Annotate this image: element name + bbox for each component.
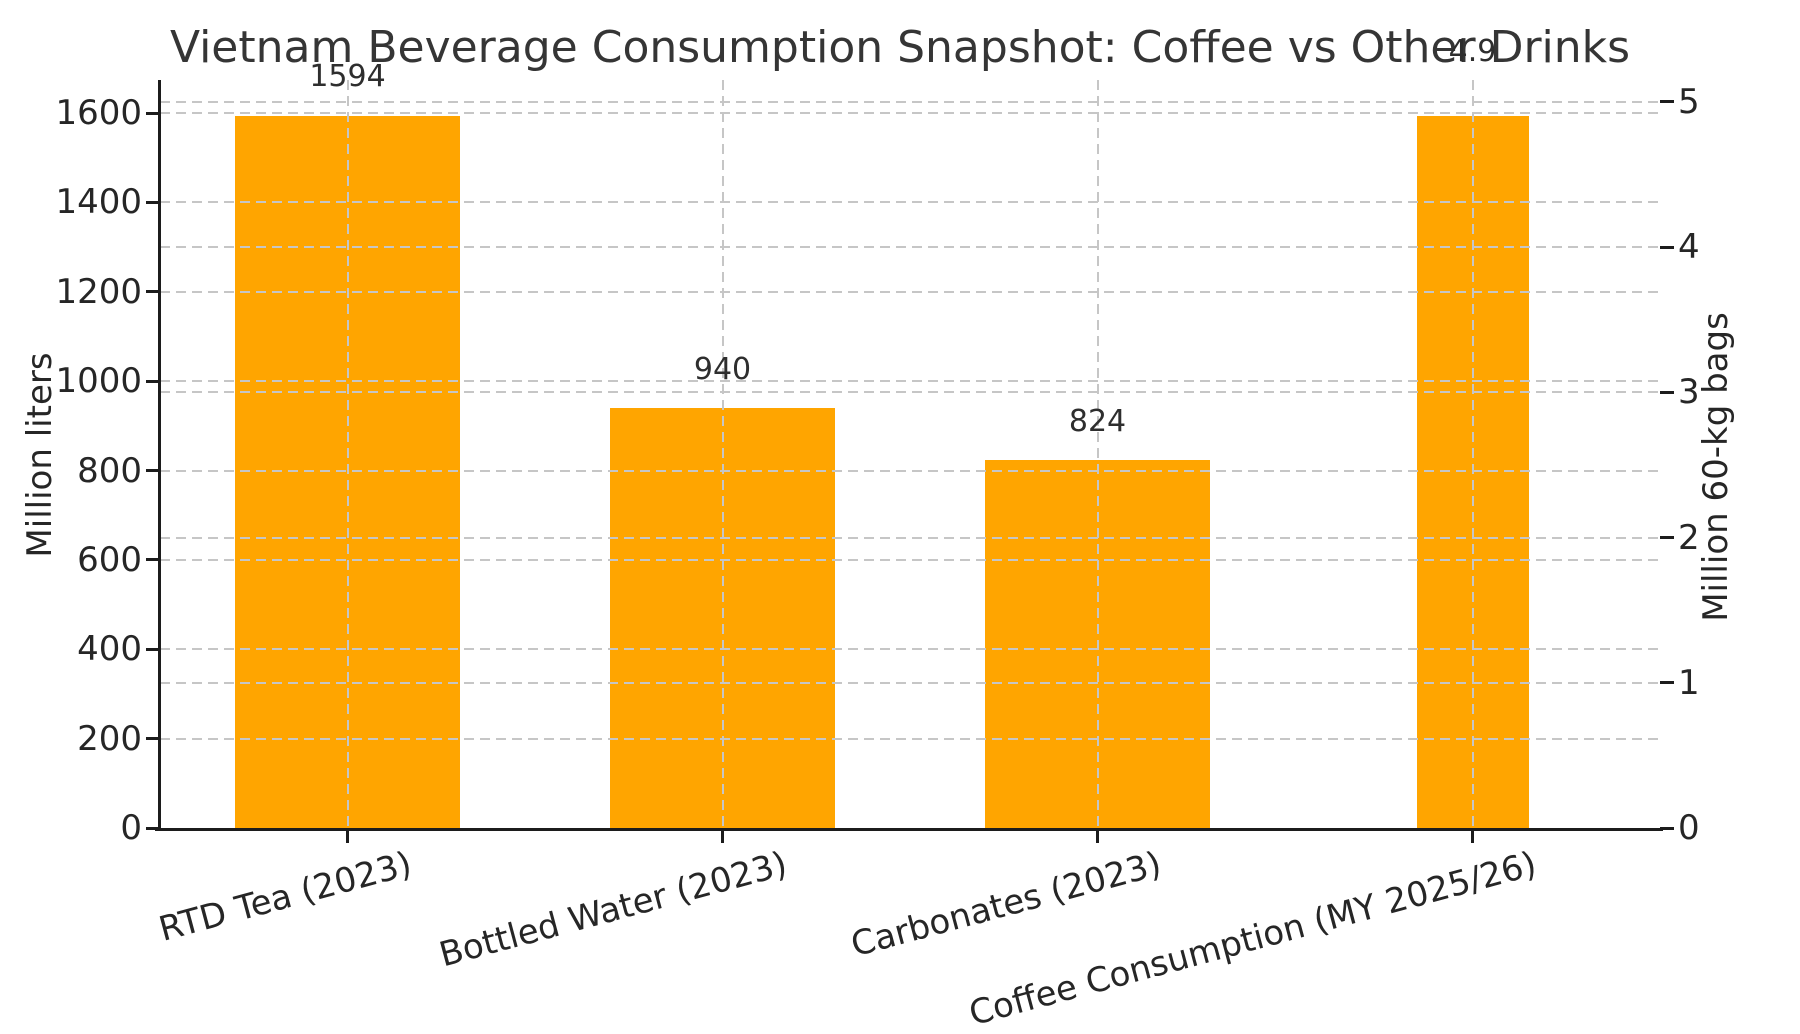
chart-title: Vietnam Beverage Consumption Snapshot: C… (169, 22, 1631, 73)
y-tick-label-right-1: 1 (1678, 662, 1700, 703)
x-tick-label-1: Bottled Water (2023) (434, 844, 791, 976)
y-tick-label-left-1000: 1000 (55, 361, 142, 402)
y-tick-label-left-400: 400 (77, 629, 142, 670)
y-tick-label-right-0: 0 (1678, 808, 1700, 848)
x-tick-2 (1096, 831, 1099, 843)
y-tick-right-0 (1660, 826, 1674, 830)
gridline-h-right-3 (160, 391, 1660, 394)
gridline-v-category-2 (1096, 80, 1099, 828)
gridline-h-right-5 (160, 100, 1660, 103)
y-tick-left-200 (146, 737, 160, 741)
y-tick-label-left-1600: 1600 (55, 93, 142, 134)
bar-value-label-3: 4.9 (1448, 34, 1497, 70)
x-tick-label-0: RTD Tea (2023) (154, 844, 416, 950)
gridline-h-left-800 (160, 469, 1660, 472)
y-tick-label-left-0: 0 (120, 808, 142, 848)
gridline-h-left-1200 (160, 290, 1660, 293)
ticks-layer (146, 100, 1674, 843)
labels-layer: 1594 940 824 4.9 0 200 400 600 800 1000 1200 1400 16… (55, 34, 1700, 1034)
x-tick-0 (346, 831, 349, 843)
y-tick-left-1600 (146, 111, 160, 115)
y-tick-left-1400 (146, 200, 160, 204)
y-tick-left-0 (146, 826, 160, 830)
plot-area (160, 80, 1660, 828)
gridline-h-left-200 (160, 737, 1660, 740)
y-axis-left-spine (158, 80, 161, 831)
y-tick-left-1200 (146, 290, 160, 294)
gridline-h-left-600 (160, 558, 1660, 561)
y-tick-right-3 (1660, 390, 1674, 394)
bar-value-label-2: 824 (1068, 403, 1127, 439)
y-tick-left-600 (146, 558, 160, 562)
bar-value-label-0: 1594 (309, 58, 386, 94)
grid-layer (160, 80, 1660, 828)
y-tick-right-4 (1660, 245, 1674, 249)
gridline-v-category-0 (346, 80, 349, 828)
y-tick-right-5 (1660, 100, 1674, 104)
chart-figure: Vietnam Beverage Consumption Snapshot: C… (20, 22, 1736, 1034)
y-tick-label-left-600: 600 (77, 539, 142, 580)
gridline-h-right-4 (160, 246, 1660, 249)
x-tick-3 (1471, 831, 1474, 843)
y-tick-label-left-200: 200 (77, 718, 142, 759)
y-tick-label-right-4: 4 (1678, 227, 1700, 268)
y-tick-label-right-3: 3 (1678, 372, 1700, 413)
x-tick-label-2: Carbonates (2023) (847, 844, 1166, 966)
y-tick-left-800 (146, 469, 160, 473)
gridline-v-category-1 (721, 80, 724, 828)
y-tick-label-right-5: 5 (1678, 81, 1700, 122)
y-tick-label-left-1400: 1400 (55, 182, 142, 223)
y-axis-right-title: Million 60-kg bags (1696, 312, 1736, 622)
y-tick-left-1000 (146, 379, 160, 383)
gridline-h-left-1400 (160, 201, 1660, 204)
y-tick-right-2 (1660, 536, 1674, 539)
gridline-v-category-3 (1471, 80, 1474, 828)
gridline-h-left-400 (160, 648, 1660, 651)
x-tick-1 (721, 831, 724, 843)
y-axis-left-title: Million liters (20, 352, 60, 558)
y-tick-left-400 (146, 647, 160, 651)
bar-value-label-1: 940 (693, 351, 752, 387)
y-tick-right-1 (1660, 681, 1674, 685)
gridline-h-right-2 (160, 536, 1660, 539)
y-tick-label-left-1200: 1200 (55, 271, 142, 312)
x-axis-spine (155, 828, 1663, 831)
gridline-h-left-1000 (160, 380, 1660, 383)
y-tick-label-left-800: 800 (77, 450, 142, 491)
gridline-h-left-1600 (160, 112, 1660, 115)
y-tick-label-right-2: 2 (1678, 517, 1700, 558)
gridline-h-right-1 (160, 681, 1660, 684)
